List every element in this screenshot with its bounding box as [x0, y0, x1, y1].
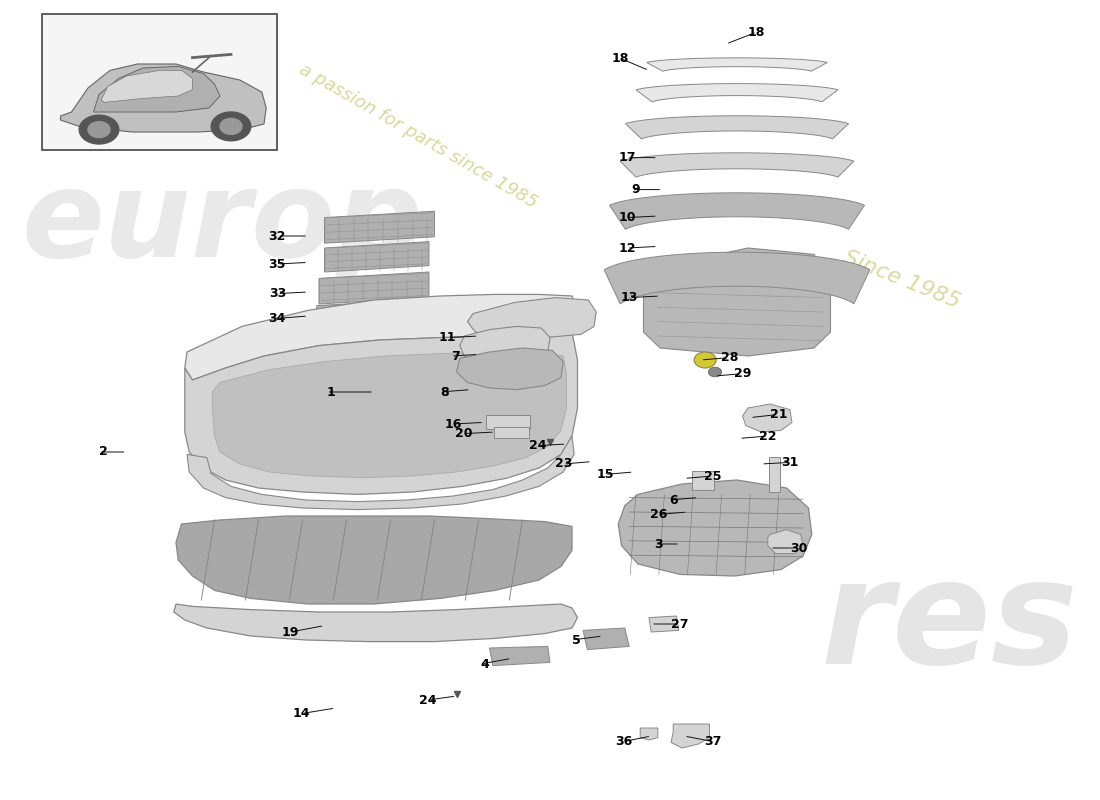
Text: 8: 8: [440, 386, 449, 398]
Polygon shape: [185, 294, 578, 380]
Text: 33: 33: [268, 287, 286, 300]
Polygon shape: [187, 436, 574, 510]
Text: 23: 23: [554, 458, 572, 470]
Polygon shape: [317, 299, 432, 334]
Polygon shape: [456, 348, 563, 390]
Text: 24: 24: [529, 439, 547, 452]
Text: 27: 27: [671, 618, 689, 630]
Text: 9: 9: [631, 183, 640, 196]
Text: 10: 10: [618, 211, 636, 224]
Text: 4: 4: [481, 658, 490, 670]
Text: 36: 36: [615, 735, 632, 748]
Polygon shape: [324, 211, 435, 243]
Text: a passion for parts since 1985: a passion for parts since 1985: [296, 60, 540, 212]
Text: 28: 28: [720, 351, 738, 364]
FancyBboxPatch shape: [42, 14, 277, 150]
Text: 19: 19: [282, 626, 299, 638]
Text: 32: 32: [268, 230, 286, 242]
Polygon shape: [636, 84, 838, 102]
Polygon shape: [185, 332, 578, 494]
Polygon shape: [94, 66, 220, 112]
Text: 26: 26: [650, 508, 668, 521]
Text: 13: 13: [620, 291, 638, 304]
Text: 21: 21: [770, 408, 788, 421]
Text: 12: 12: [618, 242, 636, 254]
Text: 7: 7: [451, 350, 460, 362]
Circle shape: [220, 118, 242, 134]
Text: 18: 18: [612, 52, 629, 65]
Polygon shape: [768, 530, 803, 554]
Polygon shape: [604, 252, 870, 304]
Polygon shape: [60, 64, 266, 132]
FancyBboxPatch shape: [494, 427, 529, 438]
Polygon shape: [647, 58, 827, 71]
Text: Since 1985: Since 1985: [840, 247, 964, 313]
Polygon shape: [626, 116, 848, 139]
Polygon shape: [583, 628, 629, 650]
Circle shape: [694, 352, 716, 368]
Text: 29: 29: [734, 367, 751, 380]
Text: 16: 16: [444, 418, 462, 430]
Circle shape: [708, 367, 722, 377]
Polygon shape: [319, 272, 429, 304]
Circle shape: [88, 122, 110, 138]
Text: 2: 2: [99, 446, 108, 458]
FancyBboxPatch shape: [486, 415, 530, 429]
Text: 17: 17: [618, 151, 636, 164]
Circle shape: [79, 115, 119, 144]
Text: 25: 25: [704, 470, 722, 482]
Polygon shape: [212, 352, 566, 478]
Text: 18: 18: [748, 26, 766, 38]
Polygon shape: [618, 480, 812, 576]
Polygon shape: [468, 298, 596, 338]
Text: 14: 14: [293, 707, 310, 720]
Text: 6: 6: [669, 494, 678, 506]
Polygon shape: [490, 646, 550, 666]
Polygon shape: [174, 604, 578, 642]
Circle shape: [211, 112, 251, 141]
FancyBboxPatch shape: [692, 471, 714, 490]
Text: 15: 15: [596, 468, 614, 481]
Text: 31: 31: [781, 456, 799, 469]
Text: 3: 3: [654, 538, 663, 550]
Polygon shape: [176, 516, 572, 604]
Polygon shape: [649, 616, 679, 632]
Text: 11: 11: [439, 331, 456, 344]
Text: 20: 20: [455, 427, 473, 440]
Text: 22: 22: [759, 430, 777, 442]
Text: 1: 1: [327, 386, 336, 398]
Text: 34: 34: [268, 312, 286, 325]
Text: res: res: [821, 554, 1078, 694]
Polygon shape: [609, 193, 865, 230]
Polygon shape: [742, 404, 792, 432]
Text: 5: 5: [572, 634, 581, 646]
Polygon shape: [324, 242, 429, 272]
Text: 24: 24: [419, 694, 437, 706]
Polygon shape: [101, 70, 192, 102]
Polygon shape: [620, 153, 854, 177]
Text: 35: 35: [268, 258, 286, 270]
Polygon shape: [460, 326, 550, 364]
Polygon shape: [640, 728, 658, 740]
Text: 30: 30: [790, 542, 807, 554]
Polygon shape: [644, 248, 830, 356]
Polygon shape: [671, 724, 710, 748]
Text: 37: 37: [704, 735, 722, 748]
FancyBboxPatch shape: [769, 457, 780, 492]
Text: europ: europ: [22, 166, 424, 282]
